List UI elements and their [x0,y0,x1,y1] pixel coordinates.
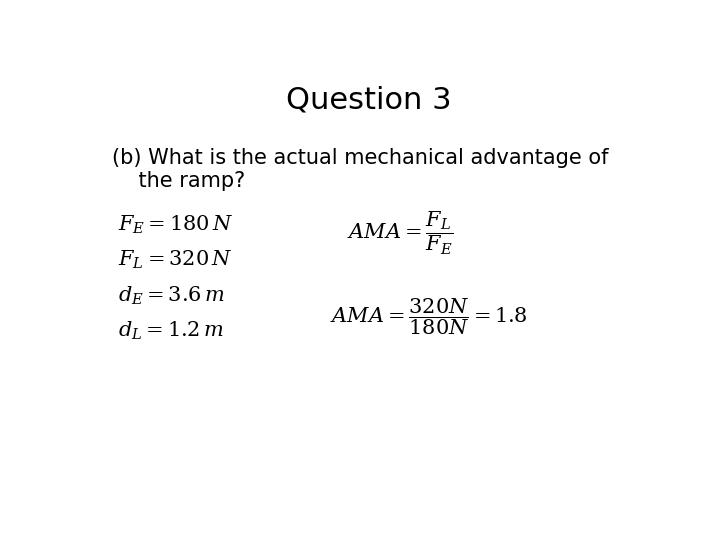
Text: (b) What is the actual mechanical advantage of
    the ramp?: (b) What is the actual mechanical advant… [112,148,609,191]
Text: $AMA = \dfrac{F_L}{F_E}$: $AMA = \dfrac{F_L}{F_E}$ [347,210,453,256]
Text: $AMA = \dfrac{320N}{180N} = 1.8$: $AMA = \dfrac{320N}{180N} = 1.8$ [330,296,528,336]
Text: $F_E = 180\,N$: $F_E = 180\,N$ [118,214,233,236]
Text: $d_L = 1.2\,m$: $d_L = 1.2\,m$ [118,320,223,342]
Text: Question 3: Question 3 [286,85,452,114]
Text: $d_E = 3.6\,m$: $d_E = 3.6\,m$ [118,285,225,307]
Text: $F_L = 320\,N$: $F_L = 320\,N$ [118,249,233,272]
